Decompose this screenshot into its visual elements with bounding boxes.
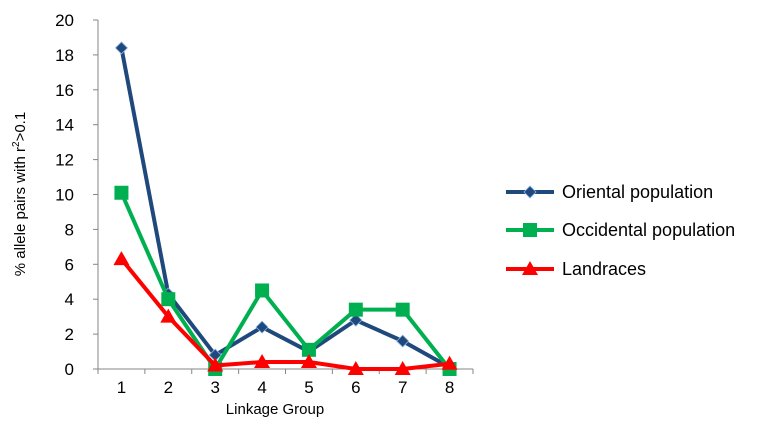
- data-point: [396, 334, 410, 348]
- legend-swatch-marker: [523, 185, 537, 199]
- data-point: [254, 354, 271, 369]
- data-point: [255, 283, 270, 298]
- y-tick-label: 12: [55, 151, 74, 170]
- y-tick-label: 18: [55, 46, 74, 65]
- y-tick-label: 20: [55, 11, 74, 30]
- x-tick-label: 1: [117, 378, 126, 397]
- y-axis-title-tail: >0.1: [12, 112, 29, 142]
- legend-label: Oriental population: [562, 182, 713, 202]
- legend-swatch-marker: [522, 261, 538, 275]
- data-point: [255, 320, 269, 334]
- data-point: [161, 292, 176, 307]
- y-axis-title-main: % allele pairs with r: [12, 147, 29, 276]
- data-point: [441, 355, 458, 370]
- x-tick-label: 7: [398, 378, 407, 397]
- y-tick-label: 14: [55, 116, 74, 135]
- y-axis-title: % allele pairs with r2>0.1: [11, 112, 29, 276]
- data-point: [395, 302, 410, 317]
- y-tick-label: 2: [65, 325, 74, 344]
- x-tick-label: 5: [304, 378, 313, 397]
- y-tick-label: 0: [65, 360, 74, 379]
- y-tick-label: 16: [55, 81, 74, 100]
- y-tick-label: 4: [65, 290, 74, 309]
- data-point: [207, 357, 224, 372]
- data-point: [394, 361, 411, 375]
- legend-label: Landraces: [562, 259, 646, 279]
- legend-swatch-marker: [523, 223, 537, 237]
- data-point: [347, 361, 364, 375]
- series-layer: [113, 41, 458, 376]
- series-line: [119, 47, 451, 370]
- data-point: [160, 308, 177, 323]
- series-line: [119, 257, 450, 371]
- legend-item: Landraces: [506, 259, 646, 279]
- legend-label: Occidental population: [562, 220, 735, 240]
- y-tick-label: 10: [55, 186, 74, 205]
- x-tick-label: 3: [210, 378, 219, 397]
- series-landraces: [113, 251, 458, 375]
- x-tick-label: 2: [164, 378, 173, 397]
- y-tick-labels: 0 2 4 6 8 10 12 14 16 18 20: [55, 11, 74, 379]
- data-point: [301, 342, 316, 357]
- data-point: [300, 354, 317, 369]
- data-point: [113, 251, 130, 266]
- data-point: [349, 313, 363, 327]
- x-tick-label: 4: [257, 378, 266, 397]
- x-tick-labels: 1 2 3 4 5 6 7 8: [117, 378, 455, 397]
- data-point: [114, 185, 129, 200]
- legend-item: Oriental population: [506, 182, 713, 202]
- y-tick-label: 8: [65, 220, 74, 239]
- series-oriental-population: [114, 41, 457, 374]
- y-tick-label: 6: [65, 255, 74, 274]
- x-tick-label: 8: [445, 378, 454, 397]
- legend-item: Occidental population: [506, 220, 735, 240]
- x-tick-label: 6: [351, 378, 360, 397]
- data-point: [348, 302, 363, 317]
- x-axis-title: Linkage Group: [226, 401, 324, 418]
- legend: Oriental population Occidental population…: [506, 182, 735, 279]
- y-axis-title-sup: 2: [11, 141, 22, 147]
- data-point: [114, 41, 129, 55]
- series-line: [119, 191, 452, 371]
